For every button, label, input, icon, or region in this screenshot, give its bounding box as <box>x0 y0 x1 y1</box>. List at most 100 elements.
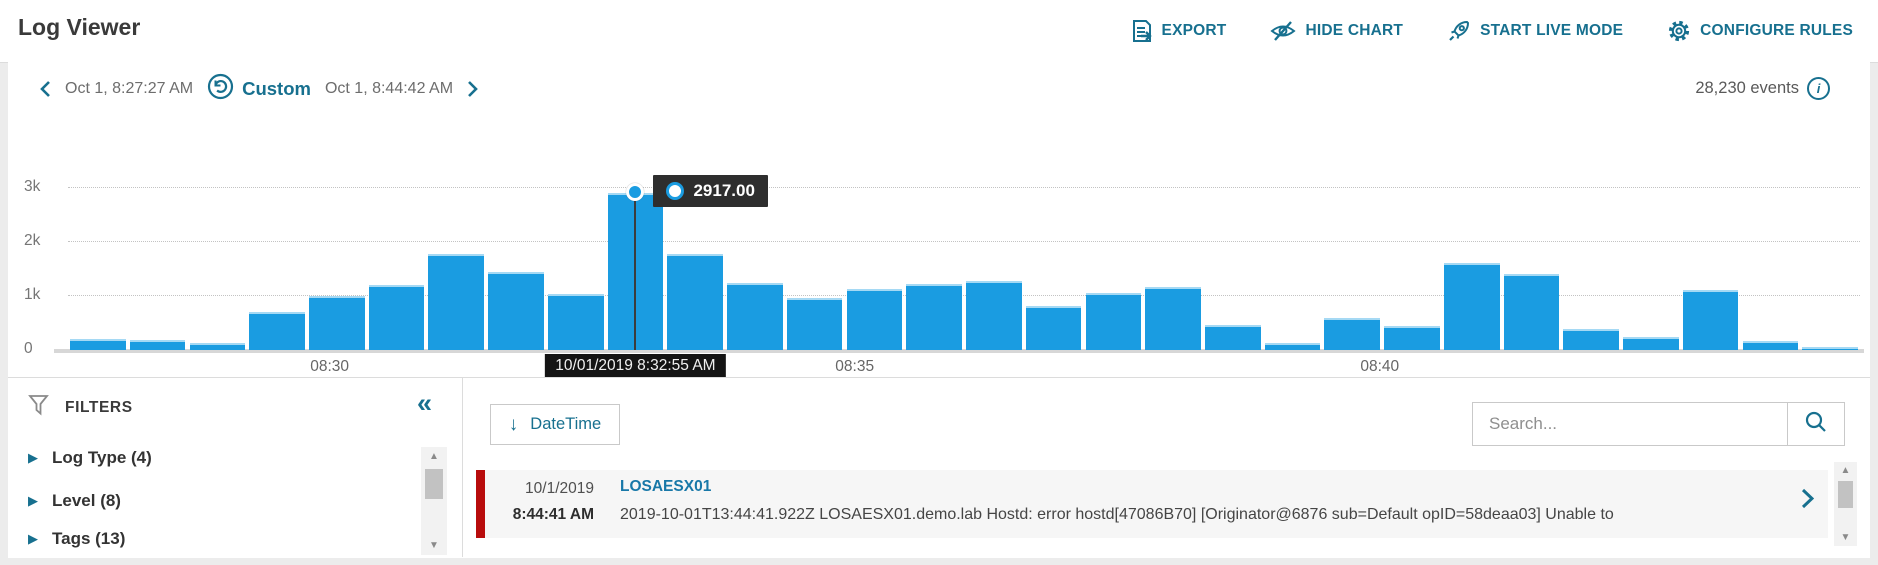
gridline <box>68 241 1860 242</box>
filter-group-level[interactable]: ▶ Level (8) <box>28 491 121 511</box>
chart-bar[interactable] <box>1563 328 1619 350</box>
chart-bar[interactable] <box>1264 343 1321 350</box>
chart-bar[interactable] <box>249 311 305 350</box>
configure-rules-button[interactable]: CONFIGURE RULES <box>1667 19 1853 43</box>
tooltip-point-icon <box>666 182 685 201</box>
scroll-up-icon[interactable]: ▲ <box>1840 465 1851 476</box>
range-end-time: Oct 1, 8:44:42 AM <box>324 79 454 97</box>
filters-panel <box>8 377 463 557</box>
chart-bar[interactable] <box>786 297 843 350</box>
export-icon <box>1131 19 1153 43</box>
expand-triangle-icon[interactable]: ▶ <box>28 493 38 508</box>
chart-bar[interactable] <box>428 253 485 350</box>
scrollbar-thumb[interactable] <box>425 469 443 499</box>
expand-triangle-icon[interactable]: ▶ <box>28 531 38 546</box>
export-button[interactable]: EXPORT <box>1131 19 1227 43</box>
page-title: Log Viewer <box>18 14 141 40</box>
chart-bar[interactable] <box>547 294 604 350</box>
collapse-filters-button[interactable]: « <box>417 388 433 418</box>
sort-datetime-button[interactable]: ↓ DateTime <box>490 404 620 445</box>
chart-bar[interactable] <box>727 283 783 350</box>
chart-plot[interactable]: 08:30 08:35 08:40 2917.00 10/01/2019 8:32:55… <box>54 115 1864 378</box>
filter-group-log-type[interactable]: ▶ Log Type (4) <box>28 448 152 468</box>
chart-bar[interactable] <box>1145 286 1201 350</box>
chart-bar[interactable] <box>1443 262 1500 350</box>
time-range-controls: Oct 1, 8:27:27 AM Custom Oct 1, 8:44:42 … <box>40 62 478 115</box>
custom-range-button[interactable]: Custom <box>207 73 311 105</box>
selected-bar-line <box>634 192 637 350</box>
x-axis-label: 08:30 <box>310 358 350 375</box>
log-search-box <box>1472 402 1845 446</box>
x-axis-baseline <box>54 349 1864 353</box>
severity-error-bar <box>476 470 485 538</box>
chart-bar[interactable] <box>189 343 246 350</box>
chart-bar[interactable] <box>906 284 962 350</box>
start-live-mode-button[interactable]: START LIVE MODE <box>1447 19 1623 43</box>
search-input[interactable] <box>1473 403 1787 445</box>
chart-bar[interactable] <box>1025 306 1082 350</box>
info-icon[interactable]: i <box>1807 77 1830 100</box>
filter-group-label: Tags (13) <box>52 529 126 548</box>
filters-header: FILTERS <box>28 394 133 421</box>
chart-bar[interactable] <box>1682 290 1739 350</box>
chart-bar[interactable] <box>368 284 425 350</box>
chart-bar[interactable] <box>308 296 365 350</box>
scroll-up-icon[interactable]: ▲ <box>429 451 439 462</box>
range-start-time: Oct 1, 8:27:27 AM <box>65 79 194 97</box>
app-header: Log Viewer EXPORT HIDE CHART <box>0 0 1878 63</box>
chart-bar[interactable] <box>1085 293 1142 350</box>
log-entry-date: 10/1/2019 <box>525 480 594 497</box>
chart-bar[interactable] <box>488 272 544 350</box>
filter-group-tags[interactable]: ▶ Tags (13) <box>28 529 125 549</box>
hide-chart-button[interactable]: HIDE CHART <box>1270 19 1403 43</box>
event-histogram: 08:30 08:35 08:40 2917.00 10/01/2019 8:32:55… <box>8 115 1870 378</box>
custom-range-label: Custom <box>242 77 311 99</box>
chart-bar[interactable] <box>1802 346 1858 350</box>
filters-scrollbar[interactable]: ▲ ▼ <box>421 447 447 555</box>
chart-bar[interactable] <box>1742 341 1799 350</box>
time-back-chevron-icon[interactable] <box>40 80 51 98</box>
time-range-bar: Oct 1, 8:27:27 AM Custom Oct 1, 8:44:42 … <box>8 62 1870 116</box>
filter-funnel-icon <box>28 394 49 421</box>
search-button[interactable] <box>1787 403 1844 445</box>
events-count: 28,230 events <box>1695 79 1799 97</box>
chart-bar[interactable] <box>1324 317 1381 350</box>
x-axis-label: 08:40 <box>1360 358 1400 375</box>
reset-time-icon <box>207 73 234 105</box>
chart-bar[interactable] <box>1204 325 1261 350</box>
expand-entry-chevron-icon[interactable] <box>1801 488 1815 514</box>
log-entry-time: 8:44:41 AM <box>512 506 594 523</box>
axis-date-tooltip: 10/01/2019 8:32:55 AM <box>545 354 726 378</box>
chart-bar[interactable] <box>70 339 126 350</box>
gridline <box>68 295 1860 296</box>
chart-bar[interactable] <box>667 254 723 350</box>
y-axis-label: 1k <box>24 286 41 303</box>
chart-bar[interactable] <box>1623 336 1679 350</box>
scroll-down-icon[interactable]: ▼ <box>429 540 439 551</box>
chart-bar[interactable] <box>1384 326 1440 350</box>
sort-button-label: DateTime <box>530 415 602 433</box>
export-label: EXPORT <box>1161 22 1227 39</box>
chart-bar[interactable] <box>129 339 186 350</box>
gridline <box>68 187 1860 188</box>
events-count-group: 28,230 events i <box>1695 62 1830 115</box>
gear-icon <box>1667 19 1691 43</box>
time-forward-chevron-icon[interactable] <box>467 80 478 98</box>
scrollbar-thumb[interactable] <box>1838 481 1853 508</box>
chart-bar[interactable] <box>846 289 903 350</box>
sort-descending-icon: ↓ <box>508 414 519 435</box>
search-icon <box>1804 410 1828 439</box>
filter-group-label: Level (8) <box>52 491 121 510</box>
x-axis-label: 08:35 <box>835 358 875 375</box>
scroll-down-icon[interactable]: ▼ <box>1840 532 1851 543</box>
hide-chart-icon <box>1270 19 1297 43</box>
chart-bar[interactable] <box>1503 273 1560 350</box>
expand-triangle-icon[interactable]: ▶ <box>28 450 38 465</box>
log-list-scrollbar[interactable]: ▲ ▼ <box>1834 462 1857 546</box>
chart-bar[interactable] <box>966 281 1022 350</box>
log-entry-row[interactable]: 10/1/2019 8:44:41 AM LOSAESX01 2019-10-0… <box>476 470 1828 538</box>
y-axis-label: 2k <box>24 232 41 249</box>
filters-title: FILTERS <box>65 398 133 416</box>
configure-rules-label: CONFIGURE RULES <box>1700 22 1853 39</box>
log-entry-host-link[interactable]: LOSAESX01 <box>620 478 712 495</box>
